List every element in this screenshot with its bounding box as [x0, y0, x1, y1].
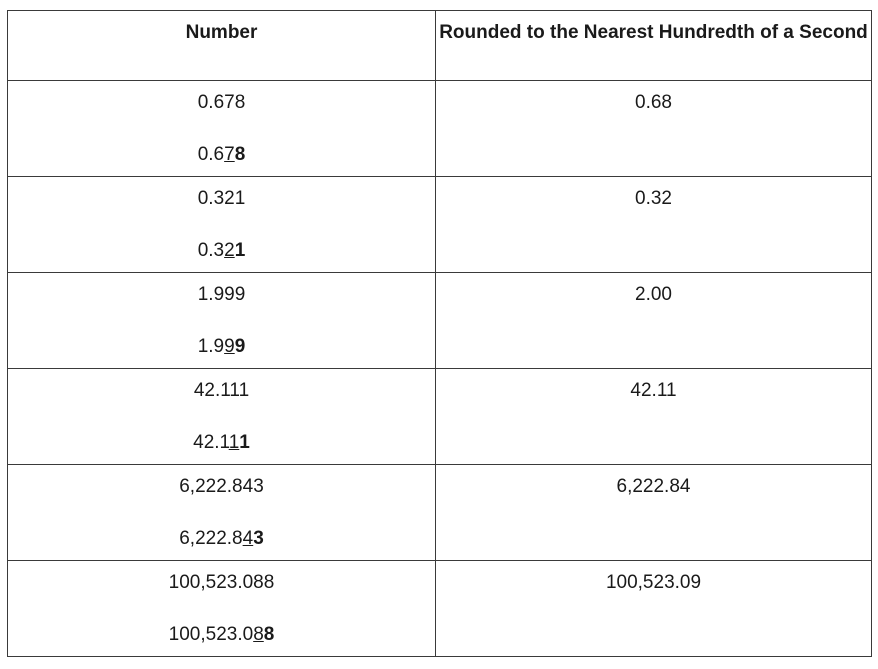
marked-number: 1.999 [8, 335, 435, 359]
hundredths-digit: 8 [253, 624, 264, 645]
rounded-value: 2.00 [635, 284, 672, 305]
header-number: Number [7, 10, 436, 81]
marked-number: 0.678 [8, 143, 435, 167]
table-row: 42.111 42.111 42.11 [7, 368, 872, 465]
rounded-value: 100,523.09 [605, 572, 702, 593]
rounded-cell: 100,523.09 [435, 560, 872, 657]
number-cell: 6,222.843 6,222.843 [7, 464, 436, 561]
number-cell: 42.111 42.111 [7, 368, 436, 465]
number-cell: 0.321 0.321 [7, 176, 436, 273]
header-row: Number Rounded to the Nearest Hundredth … [7, 10, 872, 81]
hundredths-digit: 1 [228, 432, 240, 453]
table-row: 1.999 1.999 2.00 [7, 272, 872, 369]
thousandths-digit: 9 [234, 336, 246, 357]
marked-number: 0.321 [8, 239, 435, 263]
rounded-cell: 42.11 [435, 368, 872, 465]
hundredths-digit: 9 [224, 336, 235, 357]
marked-number: 42.111 [8, 431, 435, 455]
rounded-value: 6,222.84 [616, 476, 691, 497]
table-row: 6,222.843 6,222.843 6,222.84 [7, 464, 872, 561]
header-rounded: Rounded to the Nearest Hundredth of a Se… [435, 10, 872, 81]
rounded-value: 0.68 [635, 92, 672, 113]
rounding-table: Number Rounded to the Nearest Hundredth … [7, 10, 872, 657]
thousandths-digit: 1 [234, 240, 246, 261]
thousandths-digit: 8 [234, 144, 246, 165]
rounded-cell: 2.00 [435, 272, 872, 369]
thousandths-digit: 8 [263, 624, 275, 645]
hundredths-digit: 4 [242, 528, 254, 549]
marked-prefix: 42.1 [193, 432, 229, 453]
marked-prefix: 1.9 [197, 336, 225, 357]
table-row: 0.321 0.321 0.32 [7, 176, 872, 273]
marked-prefix: 0.3 [197, 240, 225, 261]
rounded-value: 0.32 [635, 188, 672, 209]
number-value: 100,523.088 [168, 572, 275, 593]
thousandths-digit: 3 [253, 528, 264, 549]
marked-prefix: 0.6 [197, 144, 225, 165]
table-row: 0.678 0.678 0.68 [7, 80, 872, 177]
hundredths-digit: 7 [224, 144, 235, 165]
table-row: 100,523.088 100,523.088 100,523.09 [7, 560, 872, 657]
rounded-cell: 0.32 [435, 176, 872, 273]
number-value: 6,222.843 [179, 476, 264, 497]
marked-number: 6,222.843 [8, 527, 435, 551]
number-cell: 0.678 0.678 [7, 80, 436, 177]
marked-number: 100,523.088 [8, 623, 435, 647]
number-value: 1.999 [197, 284, 246, 305]
number-value: 42.111 [193, 380, 250, 401]
rounded-value: 42.11 [630, 380, 677, 401]
thousandths-digit: 1 [239, 432, 250, 453]
marked-prefix: 6,222.8 [179, 528, 243, 549]
number-cell: 1.999 1.999 [7, 272, 436, 369]
hundredths-digit: 2 [224, 240, 235, 261]
number-value: 0.321 [197, 188, 246, 209]
number-cell: 100,523.088 100,523.088 [7, 560, 436, 657]
rounded-cell: 0.68 [435, 80, 872, 177]
number-value: 0.678 [197, 92, 246, 113]
rounded-cell: 6,222.84 [435, 464, 872, 561]
marked-prefix: 100,523.0 [168, 624, 254, 645]
